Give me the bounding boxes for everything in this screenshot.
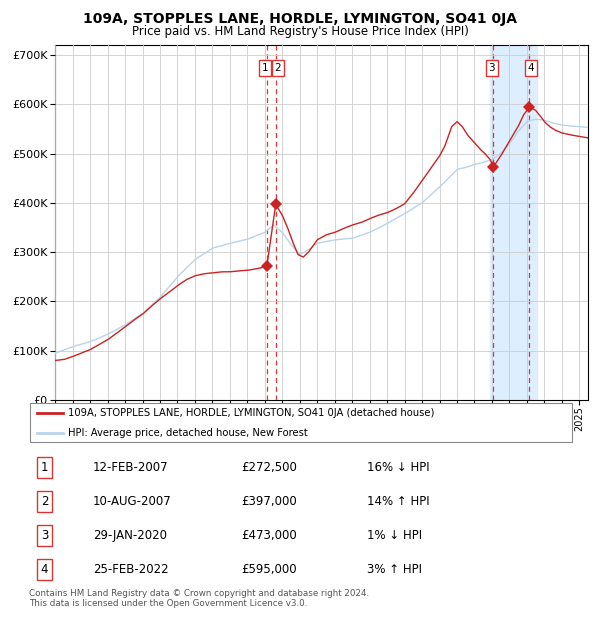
Text: 10-AUG-2007: 10-AUG-2007: [93, 495, 172, 508]
Text: £272,500: £272,500: [241, 461, 297, 474]
FancyBboxPatch shape: [30, 404, 572, 442]
Text: HPI: Average price, detached house, New Forest: HPI: Average price, detached house, New …: [68, 428, 308, 438]
Text: 4: 4: [41, 563, 49, 576]
Text: 2: 2: [274, 63, 281, 73]
Text: 1: 1: [41, 461, 49, 474]
Bar: [490, 45, 538, 400]
Text: 109A, STOPPLES LANE, HORDLE, LYMINGTON, SO41 0JA: 109A, STOPPLES LANE, HORDLE, LYMINGTON, …: [83, 12, 517, 27]
Text: 25-FEB-2022: 25-FEB-2022: [93, 563, 169, 576]
Text: 109A, STOPPLES LANE, HORDLE, LYMINGTON, SO41 0JA (detached house): 109A, STOPPLES LANE, HORDLE, LYMINGTON, …: [68, 408, 434, 418]
Text: 12-FEB-2007: 12-FEB-2007: [93, 461, 169, 474]
Text: 1: 1: [262, 63, 268, 73]
Text: £397,000: £397,000: [241, 495, 297, 508]
Text: 3: 3: [488, 63, 495, 73]
Text: Contains HM Land Registry data © Crown copyright and database right 2024.
This d: Contains HM Land Registry data © Crown c…: [29, 589, 369, 608]
Text: 1% ↓ HPI: 1% ↓ HPI: [367, 529, 422, 542]
Text: 3: 3: [41, 529, 48, 542]
Text: 16% ↓ HPI: 16% ↓ HPI: [367, 461, 430, 474]
Text: Price paid vs. HM Land Registry's House Price Index (HPI): Price paid vs. HM Land Registry's House …: [131, 25, 469, 38]
Text: 14% ↑ HPI: 14% ↑ HPI: [367, 495, 430, 508]
Text: 3% ↑ HPI: 3% ↑ HPI: [367, 563, 422, 576]
Text: 2: 2: [41, 495, 49, 508]
Text: 29-JAN-2020: 29-JAN-2020: [93, 529, 167, 542]
Text: 4: 4: [527, 63, 534, 73]
Text: £595,000: £595,000: [241, 563, 297, 576]
Text: £473,000: £473,000: [241, 529, 297, 542]
